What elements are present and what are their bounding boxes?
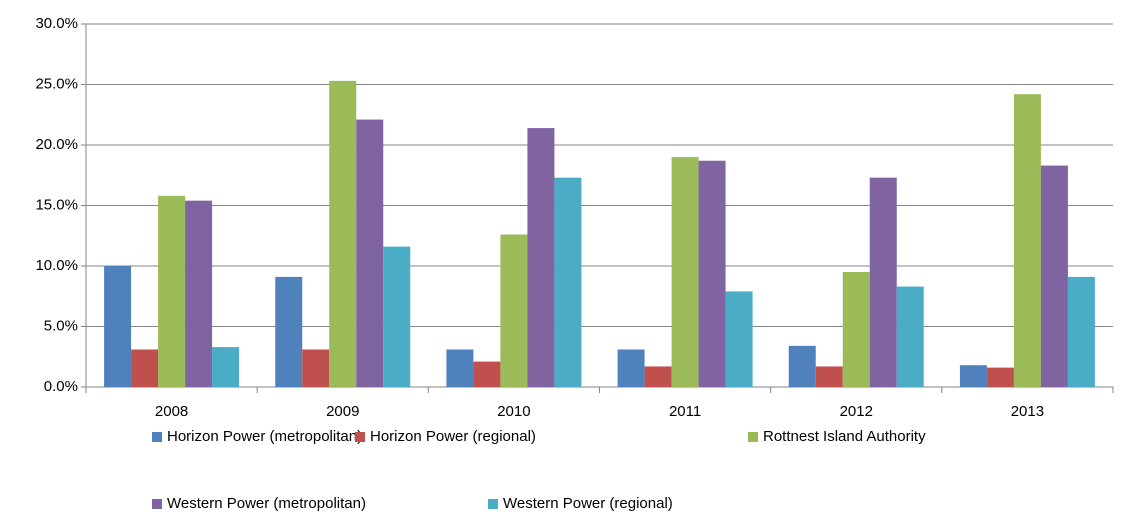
bar (617, 349, 645, 387)
legend-label: Horizon Power (metropolitan) (167, 428, 362, 445)
legend-label: Rottnest Island Authority (763, 428, 926, 445)
bar (671, 157, 699, 387)
bar (869, 177, 897, 387)
bar (959, 365, 987, 387)
bar (896, 286, 924, 387)
bar (1013, 94, 1041, 388)
y-tick-label: 10.0% (35, 257, 78, 274)
y-tick-label: 5.0% (44, 317, 78, 334)
x-tick-label: 2010 (497, 403, 530, 420)
bar (698, 160, 726, 387)
x-tick-label: 2013 (1011, 403, 1044, 420)
bar (446, 349, 474, 387)
bar (302, 349, 330, 387)
legend-swatch (152, 432, 162, 442)
bar (554, 177, 582, 387)
y-tick-label: 30.0% (35, 15, 78, 32)
legend-swatch (748, 432, 758, 442)
bar (788, 345, 816, 387)
legend-swatch (355, 432, 365, 442)
bar (185, 200, 213, 387)
bar (158, 195, 186, 387)
y-tick-label: 20.0% (35, 136, 78, 153)
bar (356, 119, 384, 387)
bar (275, 276, 303, 387)
bar (986, 367, 1014, 387)
y-tick-label: 0.0% (44, 378, 78, 395)
bar (527, 128, 555, 387)
legend-label: Western Power (regional) (503, 495, 673, 512)
bar (644, 366, 672, 387)
bar (104, 266, 132, 387)
bar (131, 349, 159, 387)
bar (842, 272, 870, 387)
legend-label: Western Power (metropolitan) (167, 495, 366, 512)
legend-label: Horizon Power (regional) (370, 428, 536, 445)
y-tick-label: 15.0% (35, 196, 78, 213)
bar (383, 246, 411, 387)
bar (212, 347, 240, 387)
bar (725, 291, 753, 387)
bar (329, 80, 357, 388)
bar (1040, 165, 1068, 387)
bar (473, 361, 501, 387)
bar (815, 366, 843, 387)
x-tick-label: 2011 (669, 403, 701, 420)
legend-swatch (152, 499, 162, 509)
bar (500, 234, 528, 387)
x-tick-label: 2012 (840, 403, 873, 420)
legend-swatch (488, 499, 498, 509)
y-tick-label: 25.0% (35, 75, 78, 92)
x-tick-label: 2009 (326, 403, 359, 420)
bar (1067, 276, 1095, 387)
x-tick-label: 2008 (155, 403, 188, 420)
